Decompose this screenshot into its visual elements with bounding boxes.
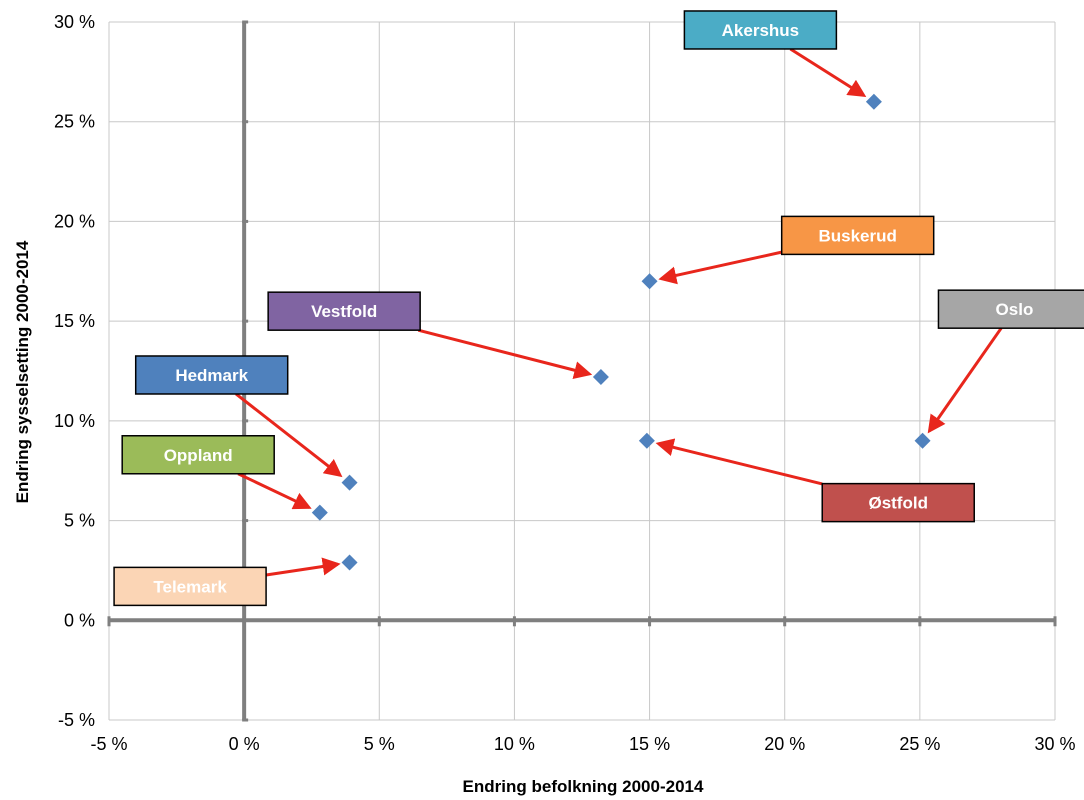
x-tick-label: 10 % (494, 734, 535, 754)
label-box-østfold (821, 482, 975, 523)
label-text-buskerud: Buskerud (818, 226, 896, 245)
arrow-buskerud (658, 250, 783, 285)
arrows (235, 47, 1003, 577)
arrow-telemark (265, 557, 341, 577)
point-buskerud (641, 273, 658, 290)
label-box-akershus (683, 10, 838, 50)
point-labels: Akershus Buskerud Vestfold Oslo Hedmark Oppla… (113, 10, 1084, 607)
point-østfold (638, 432, 655, 449)
x-tick-label: 30 % (1034, 734, 1075, 754)
label-box-oslo (937, 289, 1084, 329)
y-axis-title: Endring sysselsetting 2000-2014 (13, 240, 32, 503)
label-box-hedmark (134, 355, 289, 395)
x-axis-title: Endring befolkning 2000-2014 (463, 777, 704, 796)
label-text-vestfold: Vestfold (311, 302, 377, 321)
arrow-østfold (655, 438, 823, 486)
data-points (311, 93, 931, 571)
tick-labels: -5 % 0 % 5 % 10 % 15 % 20 % 25 % 30 % -5 % 0 % 5 %… (54, 12, 1076, 754)
point-telemark (341, 554, 358, 571)
y-tick-label: 20 % (54, 211, 95, 231)
label-text-oppland: Oppland (164, 446, 233, 465)
x-tick-label: -5 % (90, 734, 127, 754)
y-tick-label: 15 % (54, 311, 95, 331)
x-tick-label: 25 % (899, 734, 940, 754)
y-tick-label: 10 % (54, 411, 95, 431)
arrow-hedmark (235, 392, 343, 478)
label-text-telemark: Telemark (153, 577, 227, 596)
arrow-akershus (789, 47, 867, 97)
y-tick-label: 30 % (54, 12, 95, 32)
label-text-akershus: Akershus (722, 21, 799, 40)
x-tick-label: 20 % (764, 734, 805, 754)
arrow-vestfold (417, 328, 593, 379)
label-box-oppland (121, 435, 275, 475)
y-tick-label: 5 % (64, 511, 95, 531)
point-hedmark (341, 474, 358, 491)
label-text-oslo: Oslo (996, 300, 1034, 319)
label-box-vestfold (267, 291, 421, 331)
point-akershus (865, 93, 882, 110)
x-tick-label: 5 % (364, 734, 395, 754)
label-box-buskerud (780, 215, 935, 256)
point-oslo (914, 432, 931, 449)
y-tick-label: 0 % (64, 610, 95, 630)
label-text-hedmark: Hedmark (175, 366, 248, 385)
y-tick-label: -5 % (58, 710, 95, 730)
point-oppland (311, 504, 328, 521)
arrow-oppland (237, 472, 312, 510)
x-tick-label: 0 % (229, 734, 260, 754)
label-text-østfold: Østfold (868, 494, 928, 513)
point-vestfold (592, 368, 609, 385)
y-tick-label: 25 % (54, 112, 95, 132)
label-box-telemark (113, 566, 267, 607)
x-tick-label: 15 % (629, 734, 670, 754)
arrow-oslo (927, 327, 1003, 434)
